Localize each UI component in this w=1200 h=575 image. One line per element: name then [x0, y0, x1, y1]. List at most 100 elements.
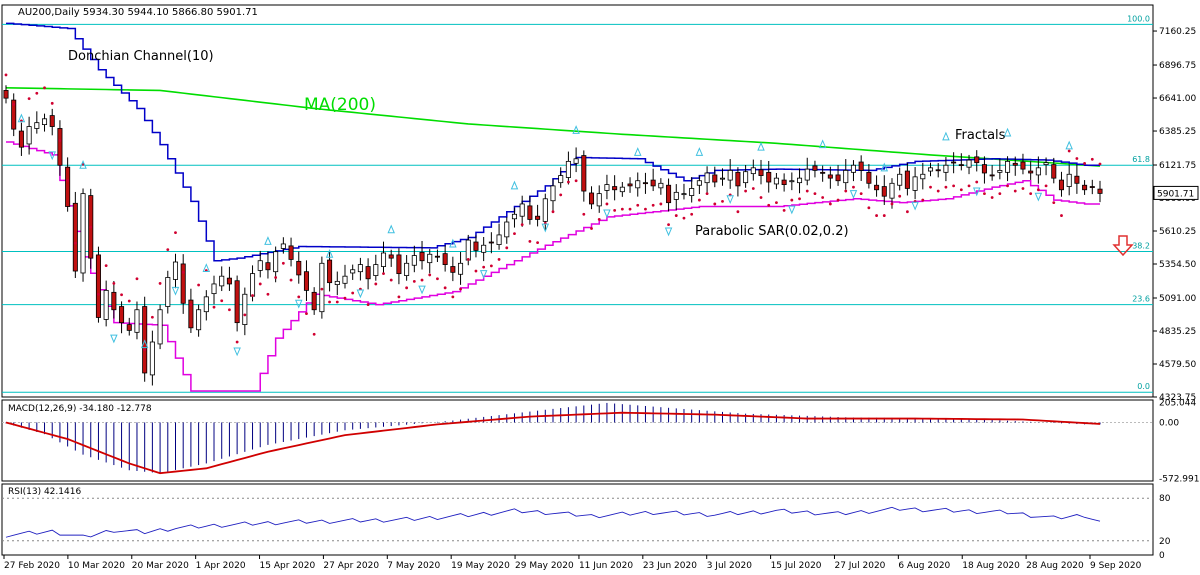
psar-dot — [513, 232, 516, 236]
psar-dot — [1006, 184, 1009, 188]
candle — [1035, 167, 1041, 176]
candle — [511, 213, 517, 220]
candle — [904, 170, 910, 189]
pane-frame-2 — [1, 483, 1154, 556]
candle — [196, 309, 202, 331]
psar-dot — [243, 313, 247, 317]
price-tick-label: 6896.75 — [1159, 61, 1196, 71]
fractal-marker — [757, 141, 765, 151]
psar-dot — [805, 189, 809, 193]
fractal-marker — [510, 180, 519, 190]
fractal-marker — [387, 224, 395, 234]
candle — [288, 245, 294, 260]
candle — [558, 175, 564, 184]
fractal-marker — [633, 147, 642, 156]
candle — [296, 260, 302, 276]
candle — [1012, 162, 1018, 166]
psar-dot — [366, 303, 370, 306]
candle — [727, 170, 733, 181]
psar-dot — [528, 239, 532, 243]
fractal-marker — [572, 125, 580, 134]
psar-dot — [150, 315, 154, 319]
psar-dot — [328, 300, 331, 304]
fib-label: 38.2 — [1132, 242, 1150, 251]
candle — [843, 170, 849, 184]
psar-dot — [228, 308, 231, 312]
candle — [188, 299, 194, 329]
candle — [180, 263, 186, 304]
candle — [234, 280, 240, 324]
psar-dot — [767, 203, 771, 207]
date-tick-label: 10 Mar 2020 — [68, 561, 125, 571]
candle — [473, 241, 479, 251]
fractal-marker — [972, 187, 981, 197]
candle — [789, 180, 795, 183]
psar-dot — [990, 196, 994, 199]
psar-dot — [559, 193, 563, 197]
candle — [927, 167, 934, 172]
psar-dot — [66, 178, 70, 182]
psar-dot — [4, 73, 8, 77]
psar-dot — [420, 278, 424, 282]
candle — [334, 280, 340, 285]
psar-dot — [597, 218, 601, 221]
psar-dot — [166, 248, 170, 252]
candle — [658, 182, 664, 189]
candle — [327, 259, 333, 284]
fractal-marker — [1034, 192, 1043, 202]
candle — [504, 221, 510, 238]
candle — [858, 161, 864, 171]
psar-dot — [613, 209, 617, 212]
candle — [481, 244, 487, 253]
candle — [80, 193, 86, 274]
candle — [388, 254, 394, 259]
date-tick-label: 18 Aug 2020 — [962, 561, 1020, 571]
candle — [226, 277, 232, 285]
psar-dot — [412, 279, 416, 283]
fractal-marker — [264, 236, 272, 245]
psar-dot — [120, 293, 123, 297]
last-price-box — [1153, 185, 1199, 200]
psar-dot — [998, 192, 1002, 196]
psar-dot — [713, 202, 717, 206]
candle — [743, 171, 749, 184]
psar-dot — [397, 295, 401, 299]
candle — [565, 160, 571, 178]
psar-dot — [882, 214, 886, 217]
candle — [797, 177, 803, 184]
psar-dot — [775, 201, 778, 205]
psar-dot — [1090, 157, 1094, 161]
psar-dot — [844, 189, 848, 193]
candle — [1051, 164, 1057, 179]
psar-dot — [1067, 149, 1071, 153]
macd-signal-line — [5, 411, 1101, 475]
psar-dot — [181, 270, 185, 274]
candle — [111, 291, 117, 311]
candle — [704, 172, 710, 184]
psar-dot — [312, 332, 316, 336]
psar-dot — [867, 206, 871, 210]
price-tick-label: 5610.25 — [1159, 227, 1196, 237]
fractal-marker — [788, 205, 796, 215]
fractal-marker — [325, 249, 334, 258]
candle — [981, 164, 987, 174]
ma200-line — [5, 87, 1101, 167]
psar-dot — [590, 227, 593, 230]
candle — [1097, 188, 1103, 194]
psar-dot — [1036, 188, 1040, 192]
candle — [373, 264, 379, 276]
fib-label: 61.8 — [1132, 155, 1150, 164]
donchian-annotation: Donchian Channel(10) — [68, 49, 214, 64]
candle — [735, 171, 741, 187]
candle — [866, 171, 872, 184]
psar-dot — [536, 241, 539, 245]
candle — [95, 254, 101, 318]
price-tick-label: 4835.25 — [1159, 327, 1196, 337]
candle — [974, 156, 980, 164]
psar-dot — [667, 223, 670, 226]
candle — [72, 202, 78, 272]
candle — [689, 188, 695, 196]
date-tick-label: 11 Jun 2020 — [579, 561, 633, 571]
date-tick-label: 1 Apr 2020 — [196, 561, 246, 571]
psar-dot — [97, 292, 100, 296]
